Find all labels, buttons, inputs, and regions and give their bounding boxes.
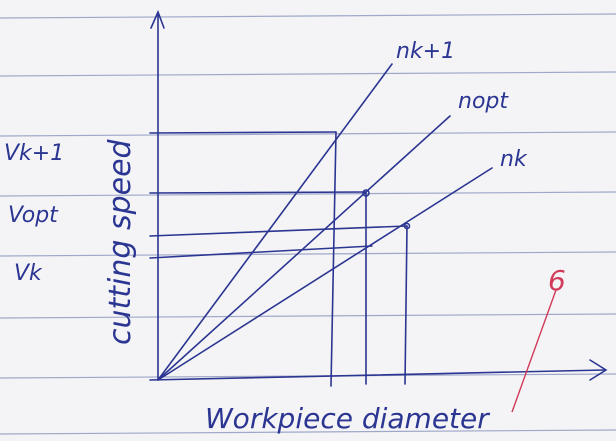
speed-lines: [157, 63, 493, 381]
y-axis-title: cutting speed: [103, 138, 138, 345]
speed-label: Vk+1: [4, 141, 64, 166]
x-axis-title: Workpiece diameter: [205, 402, 490, 435]
line-label: nk: [500, 147, 528, 172]
line-label: nopt: [458, 89, 509, 114]
annotation-stroke: [511, 289, 557, 413]
speed-label: Vopt: [8, 203, 59, 228]
line-label: nk+1: [396, 39, 455, 64]
speed-label: Vk: [14, 261, 43, 286]
annotation: 6: [548, 264, 566, 297]
axes: [149, 9, 608, 381]
ruled-lines: [0, 13, 616, 435]
projection-lines: [149, 131, 411, 387]
